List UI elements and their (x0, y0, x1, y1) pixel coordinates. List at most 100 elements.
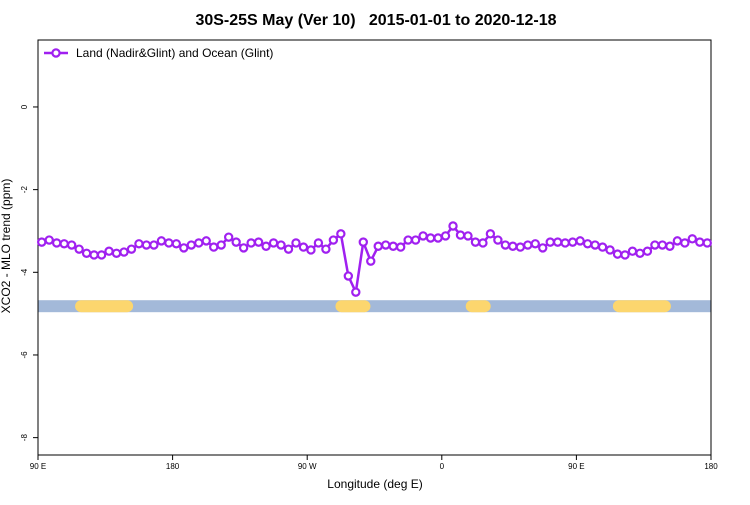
x-tick-label: 0 (440, 462, 445, 471)
legend-label: Land (Nadir&Glint) and Ocean (Glint) (76, 46, 273, 60)
point (635, 248, 645, 258)
point (627, 246, 638, 256)
point (366, 256, 376, 266)
point (665, 241, 675, 251)
point (194, 238, 204, 248)
y-tick-label: -8 (20, 434, 29, 442)
point (620, 250, 630, 260)
point (313, 238, 324, 248)
land-segment (335, 300, 371, 313)
point (149, 240, 159, 250)
point (485, 229, 496, 239)
point (358, 237, 368, 247)
point (695, 237, 705, 247)
point (268, 238, 279, 248)
y-axis-label: XCO2 - MLO trend (ppm) (0, 179, 13, 314)
point (590, 240, 600, 250)
point (470, 237, 481, 247)
point (59, 239, 69, 249)
point (567, 237, 578, 247)
y-tick-label: -2 (20, 186, 29, 194)
point (493, 235, 503, 245)
land-segment (612, 300, 671, 313)
point (538, 243, 548, 253)
point (388, 241, 398, 251)
point (291, 238, 301, 248)
point (455, 230, 466, 240)
point (418, 231, 428, 241)
point (508, 241, 518, 251)
point (500, 240, 511, 250)
x-tick-label: 90 E (30, 462, 46, 471)
x-tick-label: 180 (704, 462, 718, 471)
point (672, 236, 683, 246)
point (74, 244, 84, 254)
point (395, 242, 406, 252)
point (156, 236, 167, 246)
land-segment (75, 300, 134, 313)
point (328, 235, 339, 245)
point (523, 240, 533, 250)
point (89, 250, 99, 260)
point (440, 231, 451, 241)
point (478, 238, 488, 248)
point (605, 245, 615, 255)
x-tick-label: 90 E (568, 462, 584, 471)
point (642, 246, 653, 256)
point (51, 238, 62, 248)
point (403, 235, 413, 245)
legend-marker (51, 48, 61, 58)
point (336, 229, 346, 239)
point (104, 246, 114, 256)
y-tick-label: -6 (20, 351, 29, 359)
point (545, 237, 555, 247)
point (126, 244, 137, 254)
y-tick-label: 0 (20, 104, 29, 109)
point (433, 233, 443, 243)
point (582, 239, 593, 249)
point (81, 248, 92, 258)
y-tick-label: -4 (20, 268, 29, 276)
point (702, 238, 712, 248)
point (298, 242, 309, 252)
point (223, 232, 234, 242)
point (560, 238, 570, 248)
point (238, 243, 249, 253)
point (343, 271, 354, 281)
point (276, 240, 286, 250)
point (171, 239, 182, 249)
point (201, 236, 211, 246)
point (141, 240, 152, 250)
plot-frame (37, 39, 712, 456)
point (37, 237, 47, 247)
point (410, 235, 421, 245)
point (44, 235, 54, 245)
point (253, 237, 264, 247)
point (246, 238, 256, 248)
point (209, 242, 219, 252)
point (425, 233, 436, 243)
point (164, 238, 174, 248)
point (530, 239, 540, 249)
point (597, 242, 608, 252)
land-segment (465, 300, 491, 313)
x-axis-label: Longitude (deg E) (327, 477, 422, 491)
point (515, 242, 526, 252)
point (650, 240, 660, 250)
point (306, 245, 316, 255)
x-tick-label: 90 W (298, 462, 317, 471)
point (321, 244, 331, 254)
point (463, 231, 473, 241)
point (216, 240, 226, 250)
point (66, 240, 77, 250)
point (351, 287, 361, 297)
point (373, 241, 383, 251)
x-tick-label: 180 (166, 462, 180, 471)
point (134, 239, 144, 249)
point (283, 244, 294, 254)
point (186, 240, 196, 250)
chart-title: 30S-25S May (Ver 10) 2015-01-01 to 2020-… (195, 12, 556, 29)
point (657, 240, 668, 250)
point (179, 243, 189, 253)
